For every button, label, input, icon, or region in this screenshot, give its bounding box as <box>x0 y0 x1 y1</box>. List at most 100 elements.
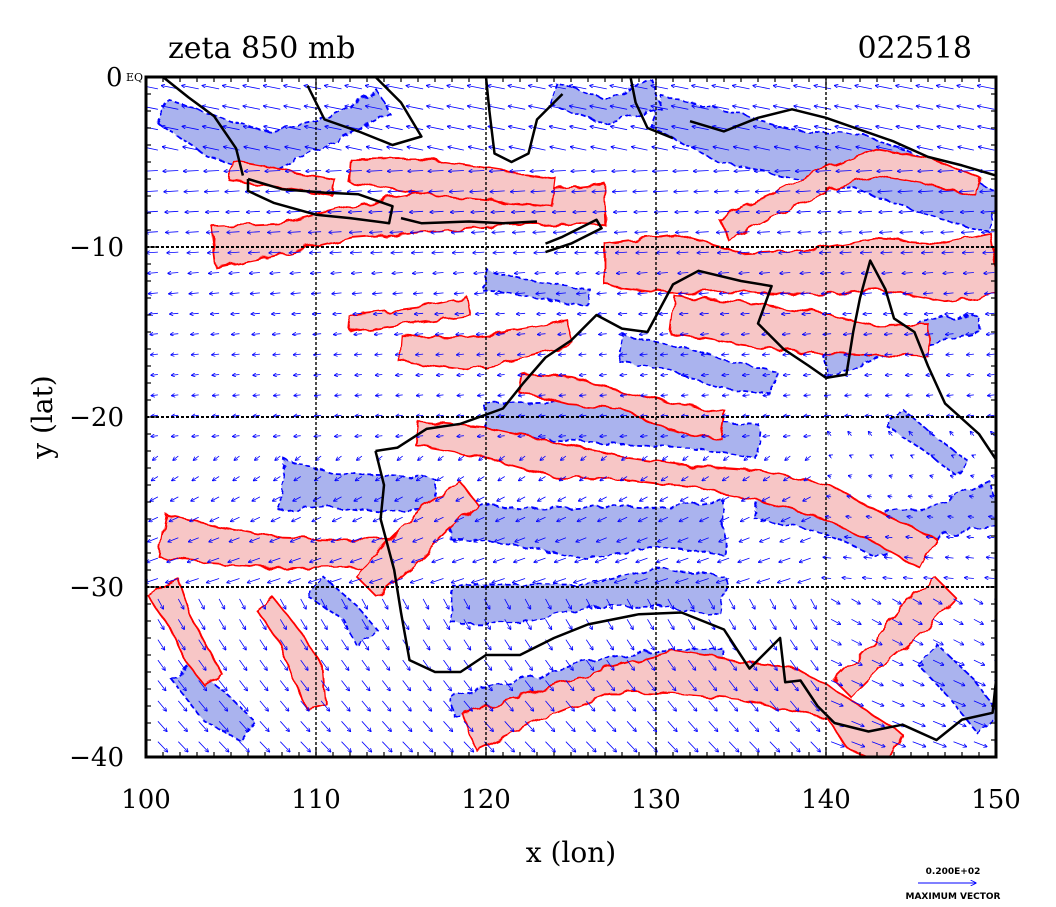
wind-vector <box>599 496 607 501</box>
wind-vector <box>151 415 158 416</box>
wind-vector <box>395 496 403 501</box>
wind-vector <box>239 680 248 691</box>
wind-vector <box>198 741 209 752</box>
wind-vector <box>279 680 288 691</box>
positive-vorticity-region <box>517 373 728 440</box>
wind-vector <box>182 126 199 131</box>
wind-vector <box>279 619 286 629</box>
wind-vector <box>388 191 403 192</box>
wind-vector <box>228 252 240 253</box>
wind-vector <box>412 252 424 253</box>
wind-vector <box>375 354 383 355</box>
wind-vector <box>326 147 342 151</box>
wind-vector <box>493 252 505 253</box>
wind-vector <box>432 557 444 562</box>
wind-vector <box>697 557 709 562</box>
wind-vector <box>558 334 566 335</box>
wind-vector <box>626 598 633 609</box>
wind-vector <box>333 313 342 314</box>
wind-vector <box>433 273 444 274</box>
wind-vector <box>306 171 322 172</box>
wind-vector <box>683 455 689 460</box>
wind-vector <box>264 126 281 131</box>
wind-vector <box>168 537 179 542</box>
wind-vector <box>259 680 268 691</box>
wind-vector <box>171 354 179 355</box>
wind-vector <box>565 659 573 670</box>
wind-vector <box>270 537 281 542</box>
wind-vector <box>713 147 730 151</box>
wind-vector <box>473 557 485 562</box>
wind-vector <box>696 232 709 233</box>
wind-vector <box>519 476 526 481</box>
wind-vector <box>692 86 709 90</box>
wind-vector <box>192 415 199 416</box>
wind-vector <box>443 598 450 609</box>
wind-vector <box>212 354 220 355</box>
wind-vector <box>617 273 628 274</box>
wind-vector <box>565 619 572 629</box>
wind-vector <box>252 496 261 501</box>
wind-vector <box>531 191 546 192</box>
wind-vector <box>308 232 322 233</box>
wind-vector <box>463 659 471 670</box>
wind-vector <box>708 598 715 609</box>
wind-vector <box>622 455 628 460</box>
wind-vector <box>373 293 383 294</box>
wind-vector <box>478 476 485 481</box>
wind-vector <box>292 516 301 521</box>
wind-vector <box>146 557 159 562</box>
wind-vector <box>243 126 260 131</box>
wind-vector <box>268 578 281 583</box>
wind-vector <box>593 211 607 212</box>
wind-vector <box>192 436 199 437</box>
wind-vector <box>516 313 526 314</box>
wind-vector <box>657 273 668 274</box>
wind-vector <box>512 578 526 583</box>
wind-vector <box>177 680 186 691</box>
wind-vector <box>641 415 648 416</box>
wind-vector <box>375 375 383 376</box>
wind-vector <box>146 191 158 192</box>
wind-vector <box>453 273 464 274</box>
wind-vector <box>293 354 301 355</box>
wind-vector <box>559 415 566 416</box>
wind-vector <box>410 578 424 583</box>
wind-vector <box>620 395 628 396</box>
wind-vector <box>148 293 158 294</box>
wind-vector <box>504 639 512 650</box>
wind-vector <box>536 516 546 521</box>
wind-vector <box>474 273 485 274</box>
wind-vector <box>162 147 179 151</box>
wind-vector <box>572 191 587 192</box>
wind-vector <box>355 375 362 376</box>
wind-vector <box>443 741 454 752</box>
wind-vector <box>294 395 301 396</box>
wind-vector <box>496 516 505 521</box>
wind-vector <box>626 639 634 650</box>
wind-vector <box>227 232 240 233</box>
wind-vector <box>341 700 351 711</box>
wind-vector <box>232 354 240 355</box>
wind-vector <box>520 455 526 460</box>
wind-vector <box>559 375 566 376</box>
wind-vector <box>518 395 526 396</box>
wind-vector <box>365 106 383 110</box>
wind-vector <box>407 147 424 151</box>
wind-vector <box>252 334 260 335</box>
wind-vector <box>692 106 709 110</box>
wind-vector <box>320 598 327 609</box>
wind-vector <box>361 619 368 629</box>
wind-vector <box>198 598 205 609</box>
wind-vector <box>165 211 179 212</box>
wind-vector <box>715 191 730 192</box>
wind-vector <box>498 415 505 416</box>
wind-vector <box>407 126 424 131</box>
wind-vector <box>673 171 689 172</box>
wind-vector <box>355 476 363 481</box>
wind-vector <box>606 659 614 670</box>
wind-vector <box>595 252 607 253</box>
wind-vector <box>557 516 567 521</box>
wind-vector <box>422 639 430 650</box>
wind-vector <box>416 395 424 396</box>
